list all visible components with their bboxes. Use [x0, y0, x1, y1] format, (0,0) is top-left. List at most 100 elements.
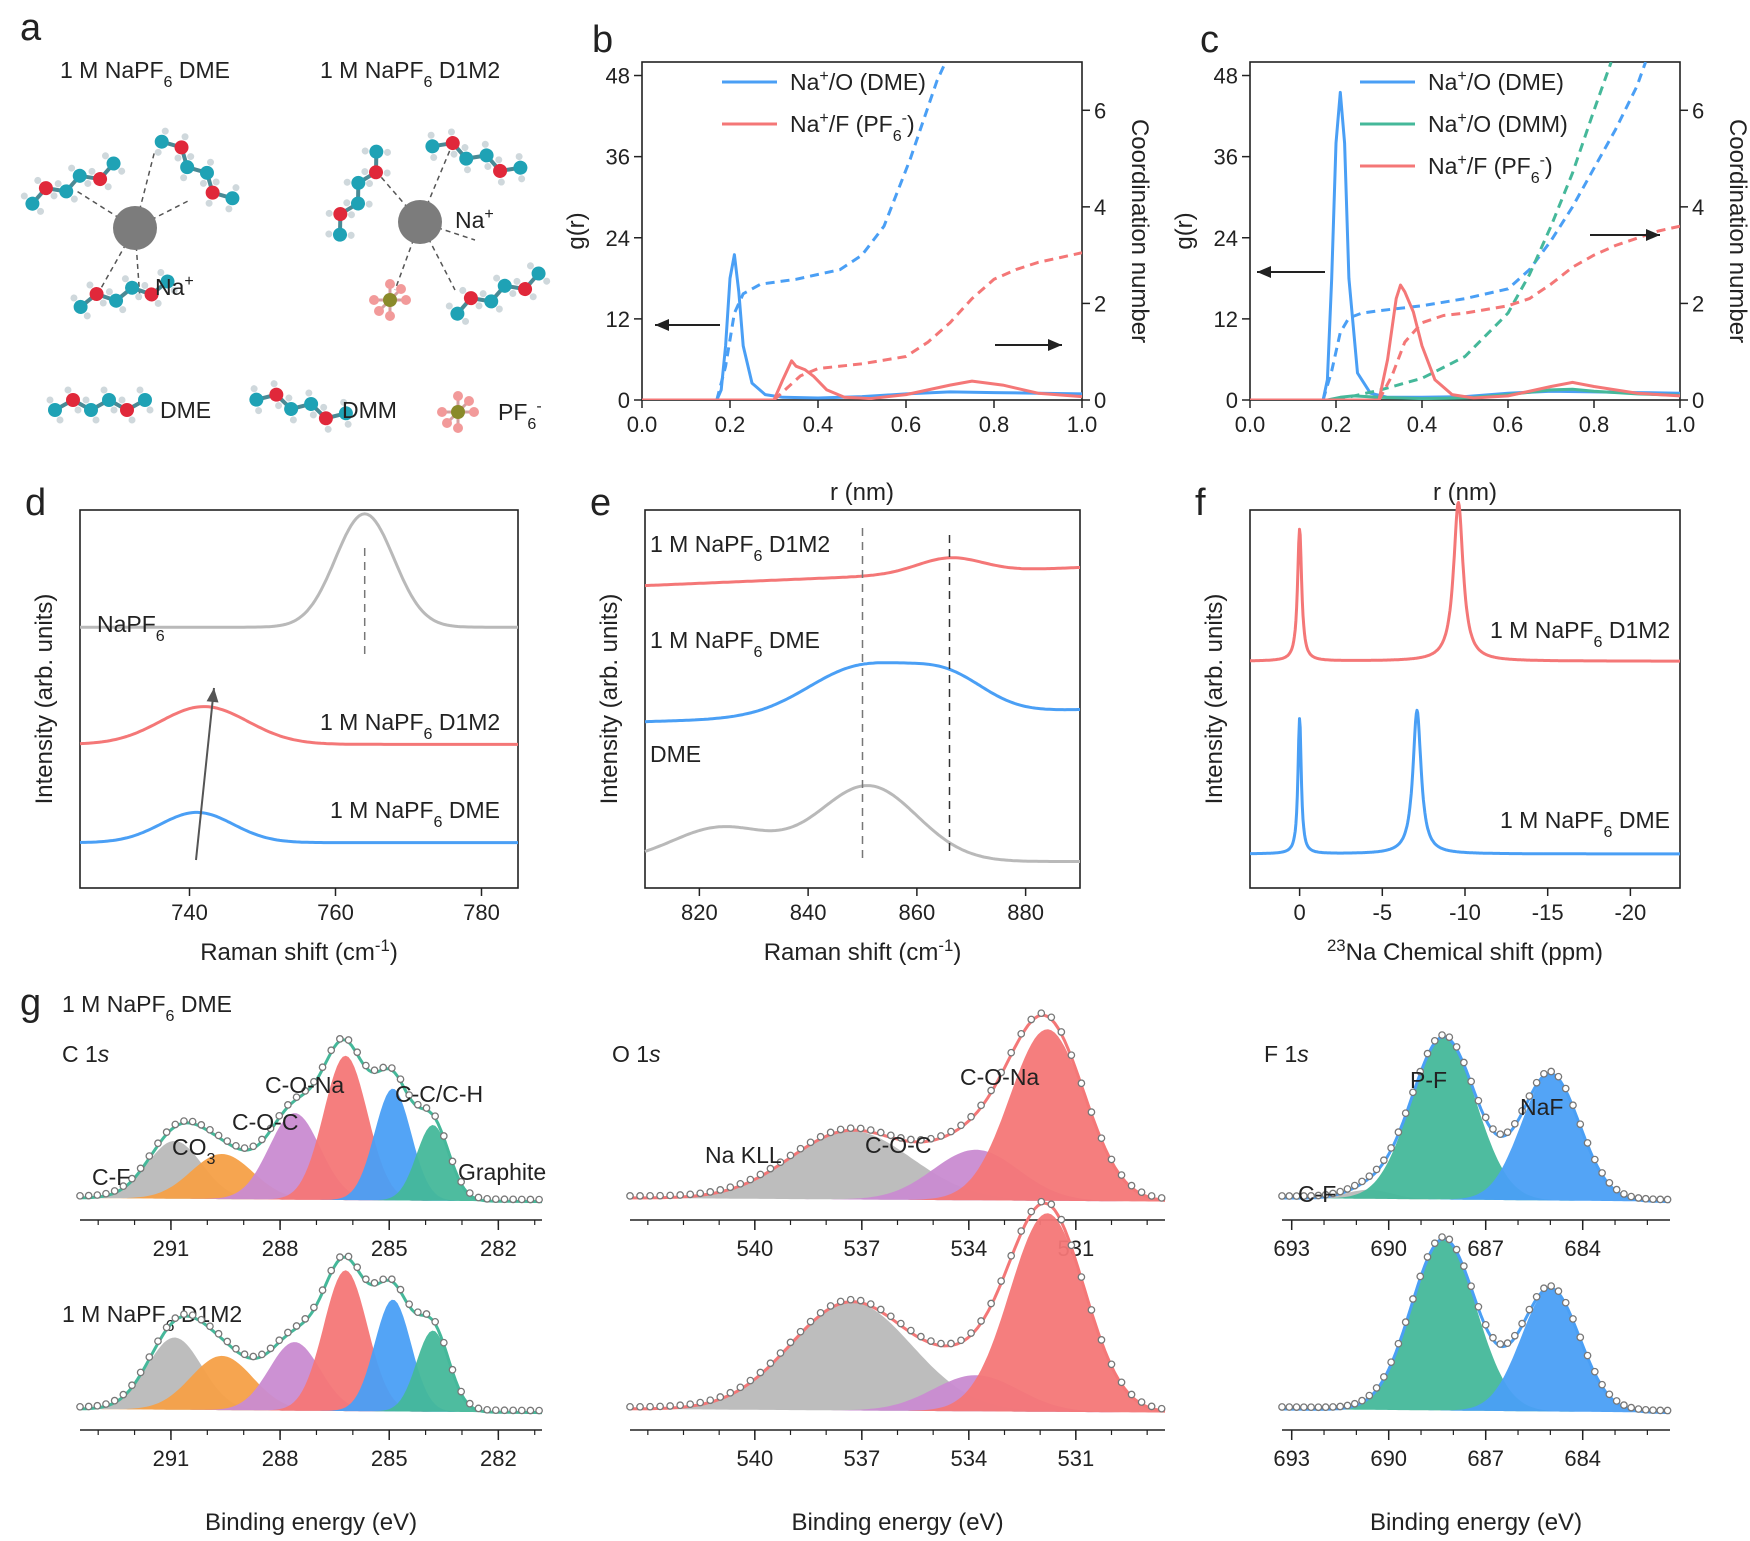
xps-data-point — [1387, 1358, 1395, 1367]
xps-data-point — [957, 1121, 965, 1130]
y-tick-label: 0 — [1226, 388, 1238, 413]
legend-entry: Na+/F (PF6-) — [1428, 151, 1553, 187]
series-line-red — [1377, 224, 1680, 400]
xps-data-point — [84, 1402, 93, 1411]
xps-data-point — [736, 1179, 745, 1188]
xps-data-point — [937, 1132, 945, 1140]
xps-data-point — [1656, 1406, 1665, 1415]
xps-data-point — [676, 1191, 685, 1199]
xps-data-point — [626, 1402, 634, 1411]
y-tick-label: 0 — [618, 388, 630, 413]
x-axis-label: 23Na Chemical shift (ppm) — [1327, 936, 1603, 967]
series-label: 1 M NaPF6 DME — [650, 627, 820, 661]
xps-data-point — [1525, 1092, 1534, 1100]
xps-data-point — [917, 1332, 925, 1341]
xps-data-point — [1358, 1177, 1366, 1186]
xps-data-point — [517, 1406, 526, 1415]
xps-data-point — [1380, 1373, 1388, 1381]
panel-label-d: d — [25, 482, 46, 524]
xps-data-point — [636, 1402, 644, 1411]
left-axis-arrow — [1257, 266, 1325, 278]
x-tick-label: 0.4 — [1407, 412, 1438, 437]
x-tick-label: 693 — [1273, 1446, 1310, 1471]
y2-tick-label: 2 — [1094, 291, 1106, 316]
xps-data-point — [1299, 1403, 1308, 1412]
panel-label-c: c — [1200, 19, 1219, 61]
dme-molecule — [20, 152, 126, 215]
xps-data-point — [370, 1279, 379, 1287]
xps-data-point — [1017, 1029, 1026, 1038]
x-axis-label: r (nm) — [830, 479, 894, 506]
xps-data-point — [1445, 1235, 1454, 1244]
sodium-ion-label: Na+ — [455, 205, 494, 233]
xps-data-point — [431, 1317, 440, 1326]
plot-frame-b — [641, 61, 1083, 401]
xps-data-point — [1590, 1155, 1599, 1164]
xps-data-point — [796, 1144, 805, 1153]
y-tick-label: 36 — [606, 145, 630, 170]
xps-data-point — [93, 1401, 102, 1410]
xps-data-point — [756, 1368, 765, 1377]
xps-peak-blue — [1282, 1288, 1670, 1413]
xps-data-point — [1438, 1031, 1446, 1039]
xps-data-point — [1394, 1128, 1403, 1136]
xps-data-point — [1576, 1120, 1585, 1129]
dme-molecule — [70, 268, 178, 320]
xps-data-point — [379, 1275, 388, 1284]
x-tick-label: 288 — [262, 1236, 299, 1261]
xps-data-point — [726, 1388, 735, 1397]
xps-data-point — [987, 1299, 995, 1308]
xps-data-point — [405, 1300, 414, 1309]
xps-data-point — [896, 1134, 905, 1142]
xps-data-point — [1467, 1282, 1476, 1291]
xps-data-point — [1087, 1306, 1096, 1314]
xps-data-point — [967, 1112, 975, 1121]
xps-data-point — [1561, 1298, 1570, 1307]
xps-data-point — [1489, 1333, 1497, 1342]
x-tick-label: 534 — [950, 1446, 987, 1471]
y-axis-label: Intensity (arb. units) — [596, 594, 623, 805]
xps-data-point — [1590, 1367, 1599, 1376]
xps-data-point — [1452, 1043, 1461, 1051]
xps-data-point — [171, 1314, 180, 1322]
xps-data-point — [1292, 1403, 1301, 1411]
xps-data-point — [284, 1328, 292, 1337]
xps-data-point — [1278, 1192, 1286, 1200]
xps-data-point — [344, 1252, 353, 1261]
sodium-ion-label: Na+ — [155, 272, 194, 300]
right-axis-arrow — [1590, 229, 1660, 241]
xps-peak-orange — [80, 1355, 542, 1413]
xps-data-point — [997, 1277, 1006, 1285]
xps-peak-teal — [80, 1330, 542, 1413]
spectrum-gray — [80, 512, 518, 629]
xps-data-point — [686, 1400, 695, 1409]
xps-data-point — [967, 1329, 975, 1337]
xps-peak-label: P-F — [1410, 1067, 1447, 1093]
xps-data-point — [1401, 1318, 1410, 1326]
xps-data-point — [1343, 1401, 1352, 1410]
xps-data-point — [1547, 1282, 1556, 1290]
xps-data-point — [162, 1128, 171, 1137]
xps-data-point — [886, 1312, 895, 1321]
xps-data-point — [656, 1402, 664, 1411]
xps-data-point — [836, 1125, 845, 1134]
xps-data-point — [636, 1192, 644, 1200]
xps-data-point — [275, 1336, 284, 1345]
xps-data-point — [1077, 1079, 1086, 1088]
xps-data-point — [1329, 1189, 1337, 1198]
xps-data-point — [206, 1125, 214, 1134]
xps-data-point — [907, 1135, 915, 1144]
xps-peak-orange — [80, 1154, 542, 1202]
xps-peak-red — [80, 1270, 542, 1413]
x-tick-label: 0.8 — [1579, 412, 1610, 437]
series-line-blue — [642, 253, 1082, 400]
y-axis-label: Intensity (arb. units) — [1201, 594, 1228, 805]
x-tick-label: 687 — [1467, 1236, 1504, 1261]
xps-peak-label: C-O-Na — [265, 1072, 344, 1098]
x-tick-label: -15 — [1532, 900, 1564, 925]
xps-data-point — [1423, 1049, 1432, 1058]
xps-data-point — [1409, 1088, 1417, 1097]
panel-g-title-dme: 1 M NaPF6 DME — [62, 991, 232, 1025]
xps-data-point — [102, 1400, 110, 1408]
xps-peak-red — [630, 1213, 1165, 1413]
